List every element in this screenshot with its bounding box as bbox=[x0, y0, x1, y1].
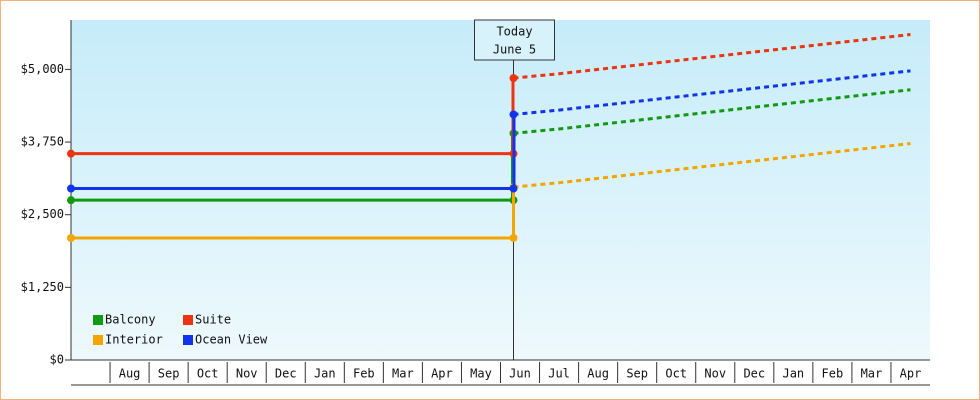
x-tick-label: Aug bbox=[587, 367, 609, 381]
x-tick-label: Jun bbox=[509, 367, 531, 381]
x-tick-label: Dec bbox=[275, 367, 297, 381]
today-label: Today bbox=[496, 25, 532, 39]
series-line-forecast bbox=[513, 88, 911, 135]
x-tick-label: Feb bbox=[353, 367, 375, 381]
x-tick-label: Aug bbox=[119, 367, 141, 381]
series-point bbox=[67, 184, 75, 193]
legend-label: Suite bbox=[195, 313, 231, 327]
x-tick-label: Mar bbox=[861, 367, 883, 381]
x-tick-label: Jul bbox=[548, 367, 570, 381]
y-tick-label: $3,750 bbox=[21, 135, 64, 149]
legend-swatch bbox=[93, 315, 103, 325]
x-tick-label: Apr bbox=[900, 367, 922, 381]
today-label: June 5 bbox=[493, 43, 536, 57]
series-point bbox=[67, 196, 75, 205]
y-tick-label: $5,000 bbox=[21, 62, 64, 76]
series-point bbox=[509, 233, 518, 242]
y-tick-label: $0 bbox=[50, 353, 64, 367]
series-point bbox=[67, 233, 75, 242]
series-point bbox=[509, 184, 518, 193]
y-tick-label: $2,500 bbox=[21, 207, 64, 221]
legend-swatch bbox=[183, 335, 193, 345]
x-tick-label: Oct bbox=[197, 367, 219, 381]
legend-label: Ocean View bbox=[195, 333, 268, 347]
x-tick-label: Jan bbox=[314, 367, 336, 381]
legend-swatch bbox=[93, 335, 103, 345]
legend-label: Interior bbox=[105, 333, 163, 347]
series-point bbox=[509, 74, 518, 83]
today-box bbox=[474, 19, 555, 61]
x-tick-label: Nov bbox=[236, 367, 258, 381]
y-tick-label: $1,250 bbox=[21, 280, 64, 294]
x-tick-label: Apr bbox=[431, 367, 453, 381]
x-tick-label: May bbox=[470, 367, 492, 381]
x-tick-label: Oct bbox=[665, 367, 687, 381]
x-tick-label: Sep bbox=[626, 367, 648, 381]
legend-swatch bbox=[183, 315, 193, 325]
series-line-forecast bbox=[513, 69, 911, 116]
series-line-forecast bbox=[513, 142, 911, 189]
x-tick-label: Mar bbox=[392, 367, 414, 381]
x-tick-label: Sep bbox=[158, 367, 180, 381]
legend-label: Balcony bbox=[105, 313, 156, 327]
x-tick-label: Nov bbox=[704, 367, 726, 381]
series-point bbox=[67, 149, 75, 158]
series-point bbox=[509, 110, 518, 119]
x-tick-label: Feb bbox=[822, 367, 844, 381]
x-tick-label: Jan bbox=[782, 367, 804, 381]
x-tick-label: Dec bbox=[743, 367, 765, 381]
series-line-forecast bbox=[513, 33, 911, 80]
